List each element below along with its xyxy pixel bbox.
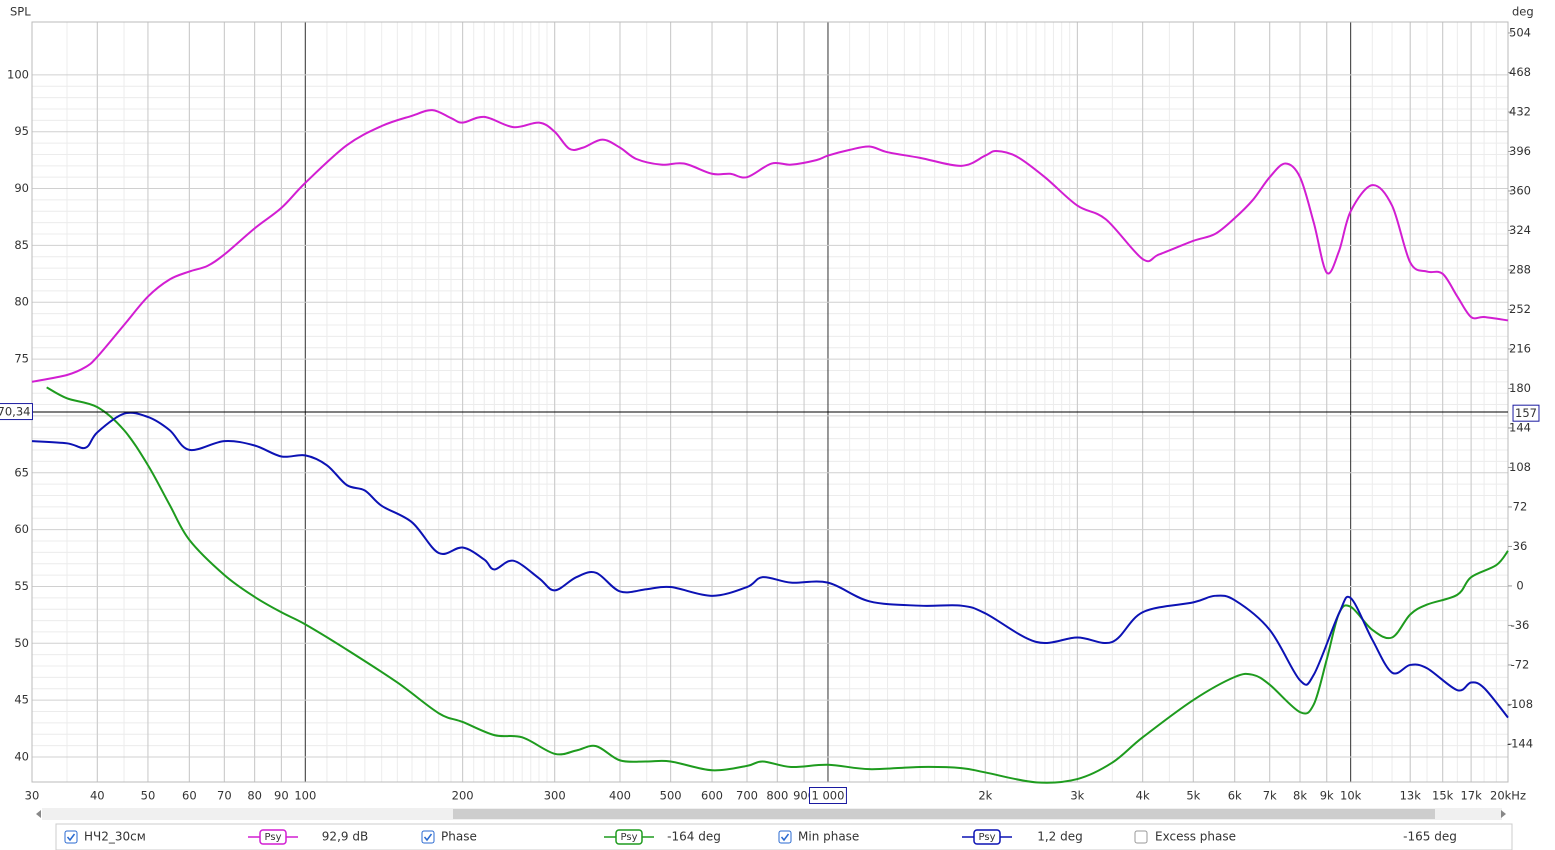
legend-name: Phase [441,830,477,844]
legend-smoothing-box [615,829,643,845]
legend-readout: 1,2 deg [1037,830,1083,844]
y-tick-label: 100 [7,67,29,81]
y2-tick-label: 72 [1513,499,1528,513]
x-tick-label: 10k [1340,789,1362,803]
y2-tick-label: 432 [1509,104,1531,118]
plot-frame [31,21,1509,783]
y2-tick-label: 108 [1509,460,1531,474]
y-tick-label: 75 [14,352,29,366]
y2-tick-label: 36 [1513,539,1528,553]
legend-checkbox[interactable] [421,830,435,844]
y-tick-label: 80 [14,295,29,309]
y-axis-label: SPL [10,5,31,19]
y2-tick-label: 216 [1509,341,1531,355]
legend-name: Excess phase [1155,830,1236,844]
y2-tick-label: 180 [1509,381,1531,395]
legend-readout: -164 deg [667,830,721,844]
y-tick-label: 90 [14,181,29,195]
cursor-y-box [0,403,33,421]
scroll-right[interactable] [1501,810,1506,818]
y2-tick-label: 288 [1509,262,1531,276]
y2-axis-label: deg [1512,5,1534,19]
y-tick-label: 45 [14,693,29,707]
x-tick-label: 7k [1263,789,1277,803]
legend-checkbox[interactable] [778,830,792,844]
y2-tick-label: 504 [1509,25,1531,39]
y2-tick-label: 360 [1509,183,1531,197]
y2-tick-label: -72 [1511,657,1530,671]
y2-tick-label: -144 [1507,736,1533,750]
y2-tick-label: -36 [1511,618,1530,632]
legend-name: НЧ2_30см [84,830,146,844]
legend-smoothing: Psy [621,832,638,843]
x-tick-label: 300 [544,789,566,803]
check-mark [780,833,790,842]
cursor-y2-box [1512,404,1540,422]
x-tick-label: 15k [1432,789,1454,803]
x-tick-label: 9k [1320,789,1334,803]
legend-checkbox[interactable] [64,830,78,844]
x-tick-label: 500 [660,789,682,803]
y-tick-label: 40 [14,749,29,763]
x-tick-label: 80 [247,789,262,803]
check-mark [66,833,76,842]
y2-tick-label: -108 [1507,697,1533,711]
scroll-left[interactable] [36,810,41,818]
cursor-x-box [809,787,847,804]
legend-readout: -165 deg [1403,830,1457,844]
x-tick-label: 400 [609,789,631,803]
x-tick-label: 600 [701,789,723,803]
legend-smoothing: Psy [979,832,996,843]
y-tick-label: 55 [14,579,29,593]
legend: НЧ2_30см Psy 92,9 dB Phase Psy -164 deg Min ph… [64,829,1457,845]
x-tick-label: 100 [294,789,316,803]
y2-tick-label: 0 [1516,578,1523,592]
cursor-y-label: 70,34 [0,405,30,419]
y-tick-label: 50 [14,636,29,650]
legend-checkbox[interactable] [1134,830,1148,844]
y2-tick-label: 252 [1509,302,1531,316]
x-tick-label: 3k [1070,789,1084,803]
y2-tick-label: 396 [1509,144,1531,158]
x-tick-label: 17k [1460,789,1482,803]
x-tick-label: 70 [217,789,232,803]
x-tick-label: 200 [452,789,474,803]
x-tick-label: 90 [274,789,289,803]
x-tick-label: 30 [25,789,40,803]
grid [31,22,1509,782]
scrollbar-thumb[interactable] [453,809,1435,819]
y-tick-label: 65 [14,465,29,479]
legend-smoothing-box [973,829,1001,845]
x-tick-label: 13k [1400,789,1422,803]
x-tick-label: 8k [1293,789,1307,803]
x-tick-label: 60 [182,789,197,803]
x-tick-label: 2k [978,789,992,803]
y-tick-label: 85 [14,238,29,252]
y2-tick-label: 468 [1509,65,1531,79]
x-tick-label: 40 [90,789,105,803]
x-tick-label: 1 000 [812,789,845,803]
x-tick-label: 4k [1136,789,1150,803]
legend-smoothing: Psy [265,832,282,843]
series-line [31,109,1509,383]
series-line [31,411,1509,719]
x-tick-label: 6k [1228,789,1242,803]
legend-readout: 92,9 dB [322,830,368,844]
legend-smoothing-box [259,829,287,845]
y2-tick-label: 144 [1509,420,1531,434]
y-tick-label: 60 [14,522,29,536]
legend-name: Min phase [798,830,859,844]
x-tick-label: 50 [141,789,156,803]
y-tick-label: 95 [14,124,29,138]
x-tick-label: 5k [1186,789,1200,803]
y2-tick-label: 324 [1509,223,1531,237]
x-tick-label: 20kHz [1490,789,1526,803]
cursor-y2-label: 157 [1515,406,1537,420]
check-mark [423,833,433,842]
x-tick-label: 800 [766,789,788,803]
x-tick-label: 700 [736,789,758,803]
